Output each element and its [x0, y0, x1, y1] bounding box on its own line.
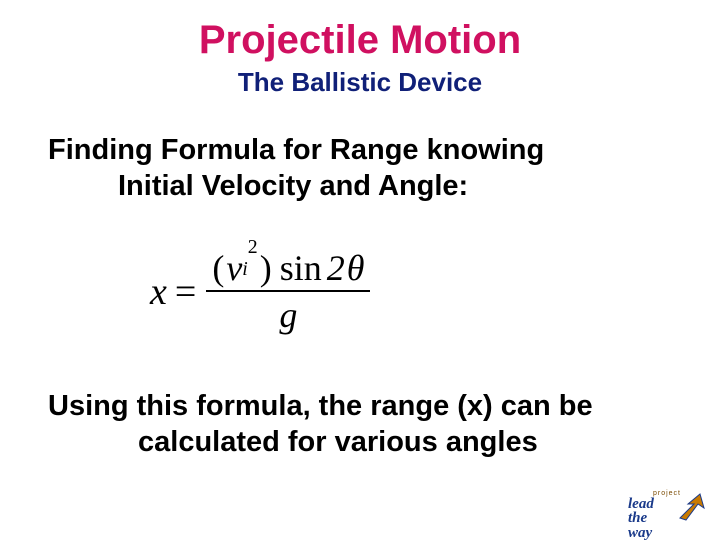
paren-close: )	[260, 249, 272, 289]
paren-open: (	[212, 249, 224, 289]
logo-line-3: way	[628, 526, 706, 540]
formula-i-subscript: i	[242, 259, 248, 281]
formula-block: x = ( v i 2 ) sin 2 θ g	[0, 249, 720, 336]
formula-lhs-var: x	[150, 270, 167, 314]
arrow-icon	[674, 492, 708, 526]
slide-subtitle: The Ballistic Device	[0, 67, 720, 98]
formula-two: 2	[327, 249, 345, 289]
footer-text: Using this formula, the range (x) can be…	[0, 388, 720, 461]
footer-line-1: Using this formula, the range (x) can be	[48, 390, 593, 422]
slide-title: Projectile Motion	[0, 18, 720, 63]
heading-line-2: Initial Velocity and Angle:	[48, 168, 680, 204]
heading-line-1: Finding Formula for Range knowing	[48, 134, 544, 166]
formula-v: v	[226, 249, 242, 289]
formula-denominator: g	[279, 292, 297, 336]
formula-fraction: ( v i 2 ) sin 2 θ g	[206, 249, 370, 336]
formula-squared: 2	[248, 237, 258, 259]
range-formula: x = ( v i 2 ) sin 2 θ g	[150, 249, 720, 336]
formula-numerator: ( v i 2 ) sin 2 θ	[206, 249, 370, 291]
formula-equals: =	[175, 270, 196, 314]
section-heading: Finding Formula for Range knowing Initia…	[0, 132, 720, 205]
pltw-logo: project lead the way	[628, 490, 706, 548]
formula-sin: sin	[280, 249, 322, 289]
formula-theta: θ	[347, 249, 365, 289]
footer-line-2: calculated for various angles	[48, 424, 680, 460]
